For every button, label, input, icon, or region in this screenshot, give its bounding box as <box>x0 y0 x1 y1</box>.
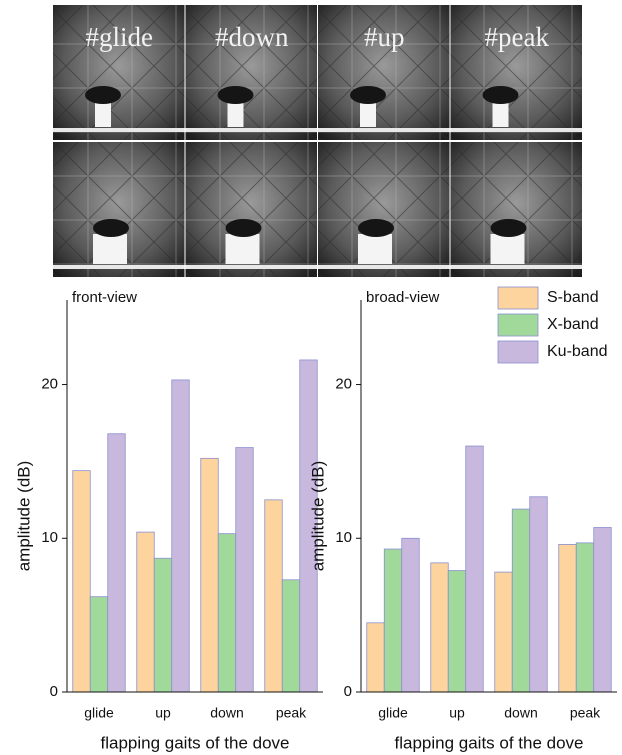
stand <box>358 234 392 264</box>
photo-label: #up <box>364 22 405 52</box>
x-tick-label: up <box>155 705 171 721</box>
bar <box>576 543 594 692</box>
bar <box>448 571 466 692</box>
stand <box>93 234 127 264</box>
figure: #glide #down #up #peak 0 10 20 glide up down peak… <box>0 0 622 755</box>
stand <box>226 234 260 264</box>
y-tick-label: 0 <box>50 683 58 700</box>
chart: 0 10 20 glide up down peak front-view flapping g… <box>14 289 323 753</box>
chart-title: broad-view <box>366 289 440 306</box>
bar <box>594 528 612 692</box>
y-tick-label: 0 <box>344 683 352 700</box>
dove <box>483 86 519 104</box>
photo-label: #glide <box>86 22 154 52</box>
bar <box>236 448 254 692</box>
x-tick-label: up <box>449 705 465 721</box>
photo-label: #down <box>215 22 289 52</box>
x-tick-label: glide <box>84 705 114 721</box>
legend-swatch <box>498 341 538 363</box>
x-tick-label: peak <box>570 705 601 721</box>
bar <box>559 544 577 692</box>
legend-swatch <box>498 314 538 336</box>
x-tick-label: peak <box>276 705 307 721</box>
dove <box>93 219 129 237</box>
floor <box>186 265 318 269</box>
floor <box>318 265 450 269</box>
photo-label: #peak <box>485 22 550 52</box>
y-tick-label: 10 <box>41 529 58 546</box>
bar <box>384 549 402 692</box>
dove <box>85 86 121 104</box>
bar <box>201 458 219 692</box>
x-tick-label: down <box>504 705 537 721</box>
y-tick-label: 10 <box>335 529 352 546</box>
bar <box>495 572 513 692</box>
stand <box>360 101 376 127</box>
bar <box>265 500 283 692</box>
bar <box>530 497 548 692</box>
dove <box>491 219 527 237</box>
bar <box>218 534 236 692</box>
legend-swatch <box>498 287 538 309</box>
chart: 0 10 20 glide up down peak broad-view flapping g… <box>308 287 617 752</box>
floor <box>53 128 185 132</box>
stand <box>95 101 111 127</box>
stand <box>491 234 525 264</box>
dove <box>350 86 386 104</box>
bar <box>282 580 300 692</box>
y-tick-label: 20 <box>335 376 352 393</box>
bar <box>367 623 385 692</box>
x-tick-label: down <box>210 705 243 721</box>
photo-grid: #glide #down #up #peak <box>53 5 582 277</box>
bar <box>466 446 484 692</box>
bar <box>154 558 172 692</box>
stand <box>493 101 509 127</box>
chart-title: front-view <box>72 289 137 306</box>
floor <box>318 128 450 132</box>
bar <box>402 538 420 692</box>
y-axis-label: amplitude (dB) <box>308 461 327 572</box>
dove <box>218 86 254 104</box>
bar <box>90 597 108 692</box>
legend-label: S-band <box>547 289 599 306</box>
bar <box>172 380 190 692</box>
bar <box>108 434 126 692</box>
y-axis-label: amplitude (dB) <box>14 461 33 572</box>
bar <box>512 509 530 692</box>
legend-label: Ku-band <box>547 343 608 360</box>
bar <box>73 471 91 692</box>
dove <box>226 219 262 237</box>
x-axis-label: flapping gaits of the dove <box>394 733 583 752</box>
y-tick-label: 20 <box>41 376 58 393</box>
floor <box>53 265 185 269</box>
bar <box>137 532 155 692</box>
bar <box>431 563 449 692</box>
x-axis-label: flapping gaits of the dove <box>100 733 289 752</box>
x-tick-label: glide <box>378 705 408 721</box>
dove <box>358 219 394 237</box>
floor <box>451 128 583 132</box>
legend-label: X-band <box>547 316 599 333</box>
charts: 0 10 20 glide up down peak front-view flapping g… <box>14 287 617 752</box>
floor <box>186 128 318 132</box>
floor <box>451 265 583 269</box>
stand <box>228 101 244 127</box>
